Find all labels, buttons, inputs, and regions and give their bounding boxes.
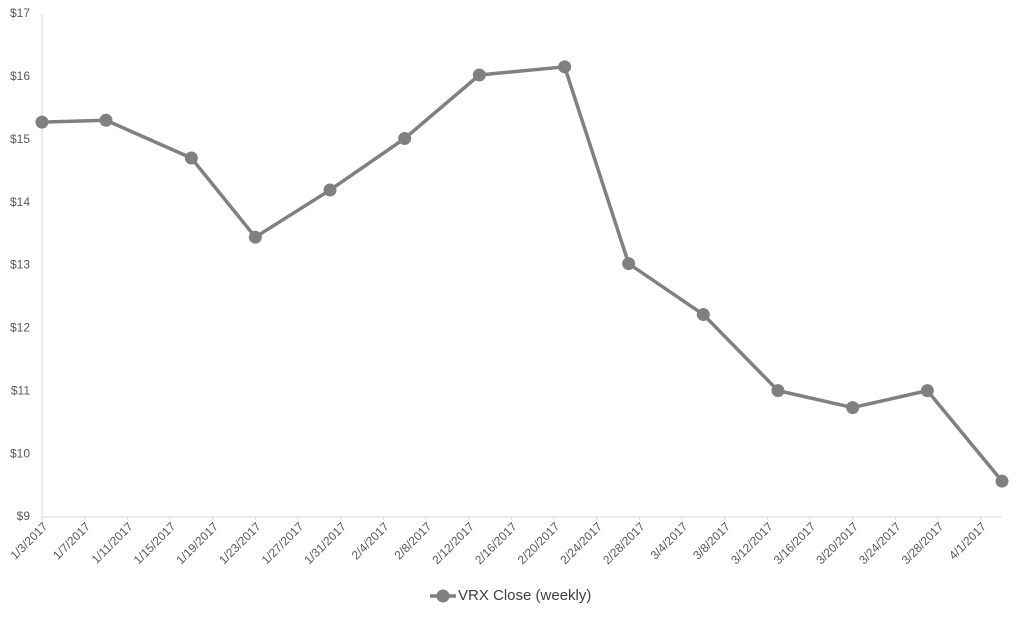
point — [920, 384, 934, 398]
line — [41, 65, 1004, 483]
y-tick-label: $17 — [10, 6, 30, 20]
point — [558, 60, 572, 74]
y-tick-label: $10 — [10, 446, 30, 460]
point — [323, 183, 337, 197]
point — [99, 113, 113, 127]
y-tick-label: $13 — [10, 258, 30, 272]
legend-marker — [436, 589, 450, 603]
y-tick-label: $11 — [11, 383, 30, 397]
point — [184, 151, 198, 165]
y-tick-label: $15 — [10, 132, 30, 146]
y-tick-label: $12 — [10, 321, 30, 335]
point — [622, 257, 636, 271]
point — [995, 474, 1009, 488]
point — [248, 230, 262, 244]
point — [398, 131, 412, 145]
point — [472, 68, 486, 82]
point — [696, 308, 710, 322]
y-tick-label: $16 — [10, 69, 30, 83]
point — [35, 115, 49, 129]
y-tick-label: $14 — [10, 195, 30, 209]
point — [846, 401, 860, 415]
legend-label: VRX Close (weekly) — [458, 587, 591, 604]
y-tick-label: $9 — [17, 509, 31, 523]
point — [771, 384, 785, 398]
